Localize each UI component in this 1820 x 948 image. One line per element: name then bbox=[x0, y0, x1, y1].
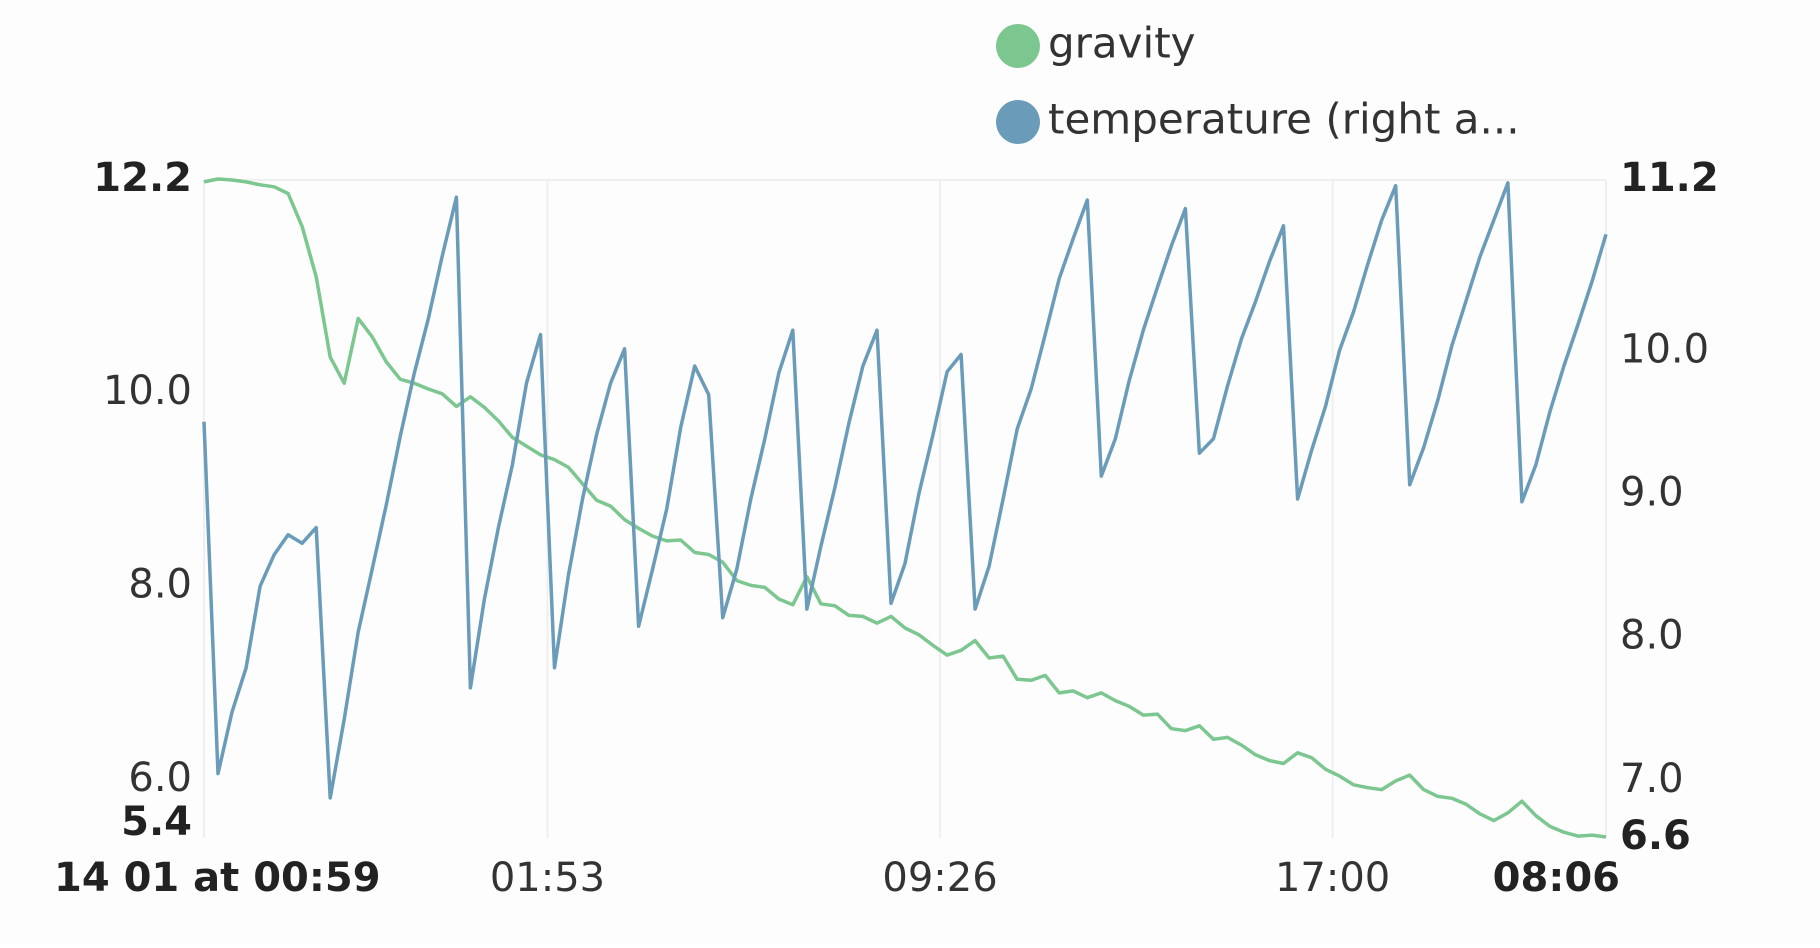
y-tick-label: 8.0 bbox=[128, 561, 192, 607]
y-tick-label: 12.2 bbox=[93, 155, 192, 201]
legend-label: temperature (right a... bbox=[1048, 95, 1520, 144]
x-tick-label: 08:06 bbox=[1493, 855, 1620, 901]
series-line bbox=[203, 177, 1607, 839]
y2-tick-label: 10.0 bbox=[1620, 327, 1709, 373]
x-tick-label: 14 01 at 00:59 bbox=[54, 855, 381, 901]
legend-label: gravity bbox=[1048, 19, 1196, 68]
y2-tick-label: 6.6 bbox=[1620, 813, 1691, 859]
y2-tick-label: 11.2 bbox=[1620, 155, 1719, 201]
y-tick-label: 10.0 bbox=[103, 368, 192, 414]
y-tick-label: 5.4 bbox=[121, 799, 192, 845]
series-line bbox=[202, 181, 1608, 800]
y2-tick-label: 7.0 bbox=[1620, 756, 1684, 802]
y-tick-label: 6.0 bbox=[128, 755, 192, 801]
legend-marker bbox=[996, 24, 1040, 68]
x-tick-label: 01:53 bbox=[490, 855, 605, 901]
x-tick-label: 09:26 bbox=[882, 855, 997, 901]
legend-marker bbox=[996, 100, 1040, 144]
y2-tick-label: 8.0 bbox=[1620, 613, 1684, 659]
y2-tick-label: 9.0 bbox=[1620, 470, 1684, 516]
x-tick-label: 17:00 bbox=[1275, 855, 1390, 901]
